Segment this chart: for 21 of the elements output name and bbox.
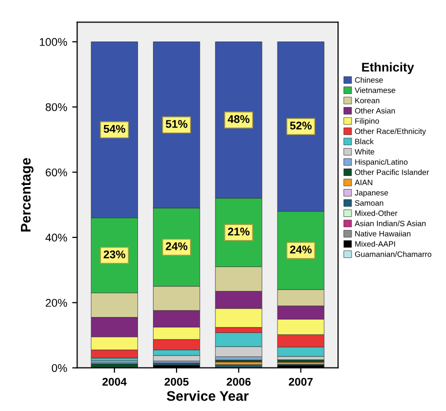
y-tick-label: 20% <box>46 298 68 307</box>
x-tick-label: 2005 <box>164 378 189 386</box>
y-tick-label: 40% <box>45 234 68 242</box>
y-tick-label: 0% <box>52 364 68 372</box>
y-axis-title: Percentage <box>20 158 34 232</box>
y-tick-label: 80% <box>46 103 68 112</box>
data-label: 21% <box>228 228 250 236</box>
data-label: 24% <box>166 242 188 250</box>
x-tick-label: 2004 <box>102 378 127 386</box>
y-tick-label: 100% <box>40 38 68 46</box>
data-label: 24% <box>290 246 312 254</box>
x-tick-label: 2006 <box>226 378 251 386</box>
data-label: 23% <box>104 250 126 258</box>
data-label: 52% <box>290 122 312 130</box>
legend-title: Ethnicity <box>362 62 414 74</box>
data-label: 48% <box>228 115 250 123</box>
y-tick-label: 60% <box>46 168 68 176</box>
x-tick-label: 2007 <box>288 378 313 386</box>
data-label: 51% <box>166 120 188 128</box>
data-label: 54% <box>104 124 126 133</box>
x-axis-title: Service Year <box>166 390 249 401</box>
